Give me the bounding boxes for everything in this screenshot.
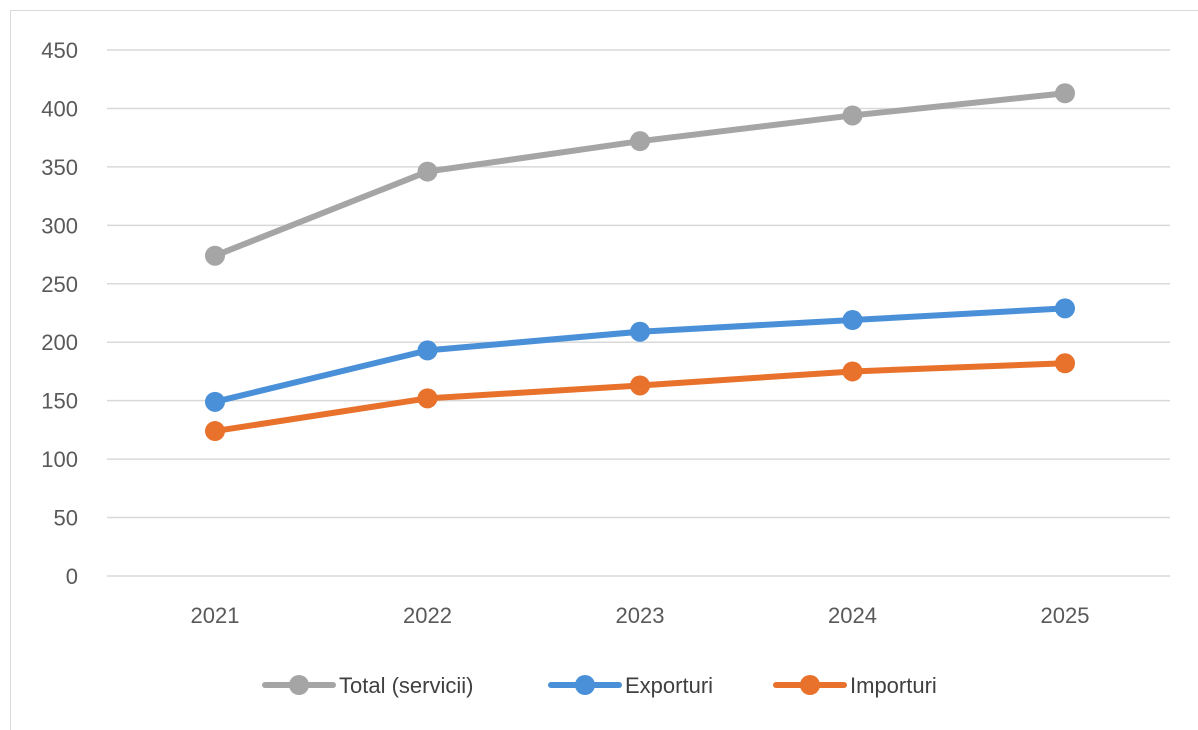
x-tick-label: 2024 [828, 603, 877, 628]
data-point [842, 361, 863, 382]
legend-label: Exporturi [625, 673, 713, 698]
x-tick-label: 2022 [403, 603, 452, 628]
legend-label: Importuri [850, 673, 937, 698]
y-tick-label: 150 [41, 389, 78, 414]
y-tick-label: 350 [41, 155, 78, 180]
data-point [205, 245, 225, 266]
gridlines [107, 49, 1170, 577]
y-tick-label: 0 [66, 564, 78, 589]
legend-label: Total (servicii) [339, 673, 473, 698]
y-tick-label: 400 [41, 96, 78, 121]
y-tick-label: 50 [54, 506, 78, 531]
y-tick-label: 100 [41, 447, 78, 472]
data-point [630, 321, 650, 342]
data-point [630, 375, 650, 396]
data-point [842, 310, 863, 331]
data-point [1055, 83, 1075, 104]
data-point [630, 131, 650, 152]
legend-swatch-marker [289, 675, 309, 695]
legend-swatch-marker [800, 675, 820, 695]
legend-swatch-marker [575, 675, 595, 695]
x-tick-label: 2021 [191, 603, 240, 628]
data-point [417, 340, 438, 361]
data-point [417, 161, 438, 182]
series-points [205, 83, 1075, 442]
data-point [1055, 298, 1075, 319]
chart-frame [10, 10, 1198, 730]
y-tick-label: 450 [41, 38, 78, 63]
x-tick-label: 2025 [1041, 603, 1090, 628]
y-tick-label: 300 [41, 213, 78, 238]
data-point [205, 391, 225, 412]
y-axis-tick-labels: 0 50 100 150 200 250 300 350 400 450 [41, 38, 78, 589]
series-line [212, 90, 1068, 259]
x-axis-tick-labels: 2021 2022 2023 2024 2025 [191, 603, 1090, 628]
data-point [1055, 353, 1075, 374]
data-point [205, 421, 225, 442]
legend: Total (servicii) Exporturi Importuri [262, 673, 937, 698]
x-tick-label: 2023 [616, 603, 665, 628]
data-point [417, 388, 438, 409]
y-tick-label: 250 [41, 272, 78, 297]
data-point [842, 105, 863, 126]
y-tick-label: 200 [41, 330, 78, 355]
